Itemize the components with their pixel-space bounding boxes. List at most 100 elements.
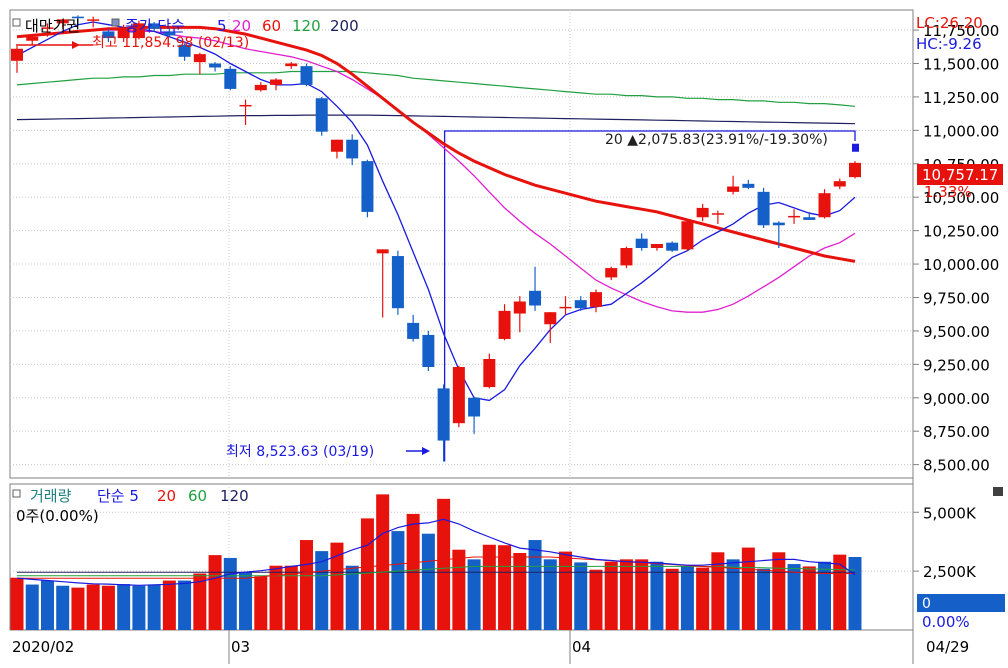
candlesticks	[11, 15, 861, 462]
candle-body	[391, 256, 404, 309]
volume-side-value: 0	[922, 596, 931, 612]
candle-body	[224, 68, 237, 89]
price-tick-label: 9,250.00	[923, 356, 990, 374]
volume-panel-close-icon[interactable]	[993, 487, 1003, 496]
volume-zero-label: 0주(0.00%)	[16, 507, 99, 525]
high-annotation: 최고 11,854.98 (02/13)	[16, 35, 249, 51]
candle-body	[650, 244, 663, 249]
candle-body	[56, 19, 69, 24]
volume-bar	[833, 554, 847, 630]
candle-body	[361, 161, 374, 212]
volume-bar	[452, 549, 466, 630]
volume-bar	[223, 557, 237, 630]
candle-body	[742, 183, 755, 188]
price-tick-label: 9,500.00	[923, 323, 990, 341]
candle-body	[148, 23, 161, 29]
volume-bar	[604, 561, 618, 630]
candle-body	[666, 242, 679, 251]
candle-body	[41, 27, 54, 29]
candle-body	[132, 23, 145, 39]
price-tick-label: 9,000.00	[923, 390, 990, 408]
legend-ma120: 120	[292, 17, 321, 35]
volume-bar	[589, 569, 603, 630]
price-tick-label: 11,000.00	[923, 122, 999, 140]
candle-body	[239, 104, 252, 107]
candle-body	[529, 290, 542, 306]
volume-bar	[498, 545, 512, 630]
volume-bar	[117, 584, 131, 630]
legend-ma200: 200	[330, 17, 359, 35]
volume-bar	[101, 585, 115, 630]
price-tick-label: 8,500.00	[923, 457, 990, 475]
price-tick-label: 10,250.00	[923, 223, 999, 241]
volume-y-axis: 5,000K 2,500K	[913, 504, 977, 581]
candle-body	[727, 186, 740, 192]
volume-bar	[528, 540, 542, 630]
price-legend: 대만가권 종가 단순 5 20 60 120 200	[12, 17, 359, 35]
legend-ma60: 60	[262, 17, 281, 35]
ma5-line	[16, 21, 856, 402]
last-point-marker	[852, 143, 859, 152]
current-change: 1.33%	[924, 183, 972, 201]
candle-body	[11, 48, 23, 61]
range-box-line	[443, 130, 856, 462]
legend-ma20: 20	[232, 17, 251, 35]
x-axis: 2020/02 03 04 04/29	[12, 630, 969, 664]
volume-legend-ma120: 120	[220, 487, 249, 505]
volume-bar	[726, 559, 740, 630]
volume-bar	[10, 577, 24, 630]
volume-bar	[757, 568, 771, 630]
volume-bar	[284, 565, 298, 630]
candle-body	[437, 388, 450, 441]
candle-body	[71, 16, 84, 19]
candle-body	[818, 193, 831, 218]
volume-bar	[132, 585, 146, 630]
x-tick-feb: 2020/02	[12, 638, 74, 656]
volume-legend-ma60: 60	[188, 487, 207, 505]
volume-ma20-line	[17, 556, 855, 579]
volume-bar	[680, 566, 694, 630]
candle-body	[422, 334, 435, 368]
candle-body	[803, 217, 816, 220]
grid-lines	[10, 10, 913, 630]
volume-panel-title: 거래량	[30, 487, 72, 505]
price-tick-label: 11,750.00	[923, 22, 999, 40]
volume-bar	[437, 498, 451, 630]
candle-body	[178, 44, 191, 57]
candle-body	[544, 312, 557, 325]
volume-bar	[696, 567, 710, 630]
lc-label: LC:26.20	[916, 14, 983, 32]
volume-legend-type: 단순 5	[97, 487, 139, 505]
volume-bar	[345, 565, 359, 630]
volume-bar	[513, 552, 527, 630]
candle-body	[193, 54, 206, 63]
range-measure-box	[443, 130, 859, 462]
volume-bar	[482, 544, 496, 630]
price-y-axis: 11,750.00 11,500.00 11,250.00 11,000.00 10,7…	[913, 22, 999, 475]
volume-bar	[147, 584, 161, 630]
price-tick-label: 11,250.00	[923, 89, 999, 107]
volume-bar	[299, 540, 313, 630]
volume-bar	[802, 566, 816, 630]
volume-side-badge	[917, 594, 1005, 612]
candle-body	[635, 238, 648, 249]
price-tick-label: 8,750.00	[923, 423, 990, 441]
candle-body	[376, 249, 389, 254]
candle-body	[102, 31, 115, 39]
volume-bar	[559, 551, 573, 630]
legend-price-type: 종가 단순	[125, 17, 185, 35]
candle-body	[87, 19, 100, 21]
volume-bar	[650, 561, 664, 630]
price-panel-title: 대만가권	[25, 17, 80, 35]
low-annotation-text: 최저 8,523.63 (03/19)	[226, 444, 374, 460]
candle-body	[330, 139, 343, 152]
price-tick-label: 10,000.00	[923, 256, 999, 274]
volume-bar	[360, 518, 374, 630]
volume-legend-ma20: 20	[157, 487, 176, 505]
volume-bar	[741, 547, 755, 630]
volume-ma5-line	[16, 518, 856, 586]
volume-bar	[665, 568, 679, 630]
price-tick-label: 9,750.00	[923, 289, 990, 307]
volume-moving-average	[16, 518, 856, 586]
volume-bar	[635, 559, 649, 630]
